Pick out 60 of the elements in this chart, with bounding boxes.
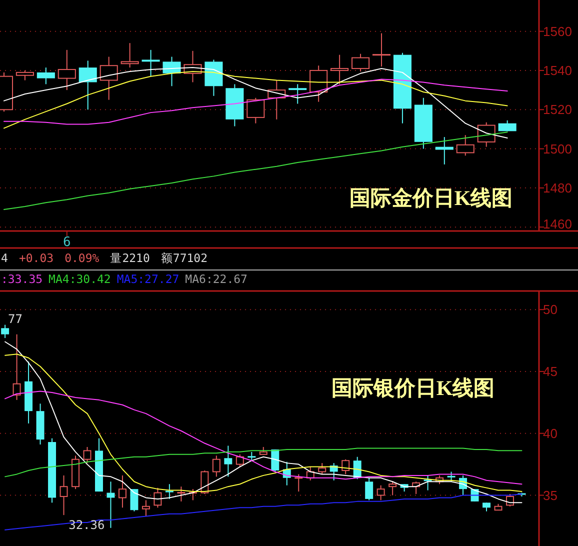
candlestick: [246, 97, 265, 124]
candlestick: [352, 53, 370, 72]
candlestick: [58, 49, 76, 91]
line-series: [4, 494, 522, 530]
text: 额77102: [160, 251, 208, 265]
candlestick: [456, 134, 474, 156]
candlestick: [106, 481, 115, 528]
candlestick: [330, 54, 349, 85]
x-tick-label: 6: [62, 235, 71, 250]
text: MA5:27.27: [116, 272, 180, 286]
annotation: 32.36: [68, 518, 105, 532]
candlestick: [1, 324, 10, 339]
candlestick: [212, 455, 220, 478]
candlestick: [12, 334, 21, 400]
y-tick-label: 1520: [543, 102, 572, 118]
y-tick-label: 1500: [543, 141, 572, 156]
text: 4: [1, 251, 8, 265]
candlestick: [342, 458, 350, 475]
candlestick: [224, 445, 232, 478]
candlestick: [130, 488, 138, 512]
y-tick-label: 1460: [543, 216, 572, 232]
text: MA4:30.42: [48, 272, 111, 286]
line-series: [4, 448, 522, 478]
text: :33.35: [1, 272, 43, 286]
text: MA6:22.67: [185, 272, 248, 286]
candlestick: [288, 84, 307, 104]
candlestick: [236, 454, 244, 468]
y-tick-label: 40: [543, 426, 558, 441]
y-tick-label: 50: [543, 302, 558, 318]
candlestick: [120, 42, 139, 68]
candlestick: [435, 136, 454, 165]
candlestick: [78, 60, 97, 110]
text: 量2210: [110, 251, 150, 265]
y-tick-label: 1560: [543, 24, 572, 39]
candlestick: [376, 484, 385, 501]
candlestick: [36, 67, 55, 85]
candlestick: [177, 486, 186, 502]
candlestick: [60, 474, 68, 516]
text: +0.03: [18, 251, 54, 265]
candlestick: [310, 65, 328, 102]
candlestick: [154, 487, 162, 508]
y-tick-label: 1480: [543, 180, 572, 196]
text: 0.09%: [64, 251, 100, 265]
candlestick: [372, 32, 391, 68]
candlestick: [100, 56, 118, 100]
y-tick-label: 45: [543, 364, 558, 380]
y-tick-label: 1540: [543, 63, 572, 78]
candlestick: [318, 462, 326, 475]
candlestick: [142, 49, 160, 77]
candlestick: [365, 477, 374, 501]
candlestick: [388, 481, 397, 496]
text: 国际金价日K线图: [349, 186, 513, 210]
candlestick: [165, 484, 174, 500]
text: 国际银价日K线图: [331, 376, 495, 400]
candlestick: [118, 474, 126, 508]
candlestick: [142, 500, 150, 517]
annotation: 77: [8, 312, 23, 326]
y-tick-label: 35: [543, 488, 558, 503]
candlestick: [83, 446, 92, 464]
candlestick: [16, 70, 34, 81]
